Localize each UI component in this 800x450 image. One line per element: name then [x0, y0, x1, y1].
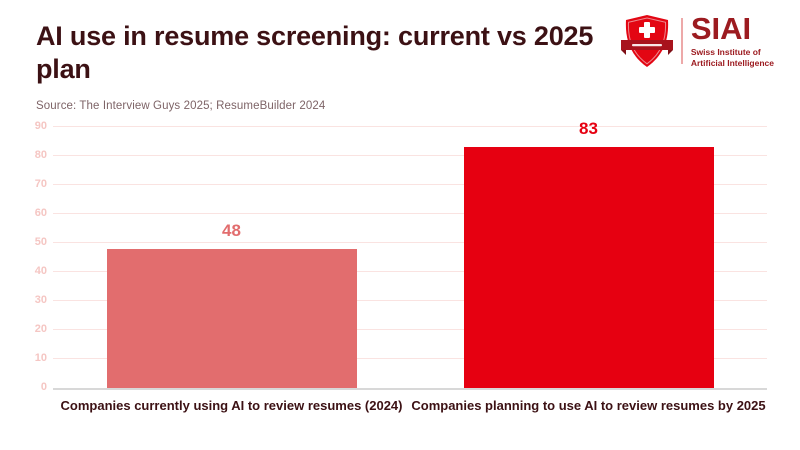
source-note: Source: The Interview Guys 2025; ResumeB… — [36, 100, 326, 112]
y-tick-label-90: 90 — [34, 120, 47, 132]
bar-value-label-1: 48 — [222, 221, 241, 240]
y-tick-label-40: 40 — [34, 265, 47, 277]
gridline-20 — [53, 329, 767, 330]
bar-value-label-2: 83 — [579, 119, 598, 138]
gridline-10 — [53, 358, 767, 359]
siai-logo: SIAI Swiss Institute of Artificial Intel… — [619, 12, 774, 70]
y-tick-label-70: 70 — [34, 178, 47, 190]
gridline-40 — [53, 271, 767, 272]
bar-2 — [463, 147, 714, 388]
gridline-90 — [53, 126, 767, 127]
logo-wordmark: SIAI — [690, 11, 752, 47]
y-tick-label-30: 30 — [34, 294, 47, 306]
category-label-2: Companies planning to use AI to review r… — [411, 398, 766, 413]
y-tick-label-80: 80 — [34, 149, 47, 161]
page-title: AI use in resume screening: current vs 2… — [36, 21, 594, 85]
y-tick-label-10: 10 — [34, 352, 47, 364]
logo-text: SIAI Swiss Institute of Artificial Intel… — [691, 13, 774, 68]
y-tick-label-0: 0 — [40, 381, 47, 393]
logo-subtitle-line2: Artificial Intelligence — [690, 58, 774, 68]
x-axis-line — [53, 388, 767, 390]
swiss-shield-icon — [619, 12, 675, 70]
gridline-60 — [53, 213, 767, 214]
gridline-30 — [53, 300, 767, 301]
logo-divider — [680, 18, 683, 64]
y-tick-label-50: 50 — [34, 236, 47, 248]
logo-subtitle-line1: Swiss Institute of — [690, 47, 761, 58]
gridline-70 — [53, 184, 767, 185]
category-label-1: Companies currently using AI to review r… — [60, 398, 403, 413]
y-tick-label-20: 20 — [34, 323, 47, 335]
bar-1 — [106, 249, 357, 388]
y-tick-label-60: 60 — [34, 207, 47, 219]
gridline-50 — [53, 242, 767, 243]
gridline-80 — [53, 155, 767, 156]
